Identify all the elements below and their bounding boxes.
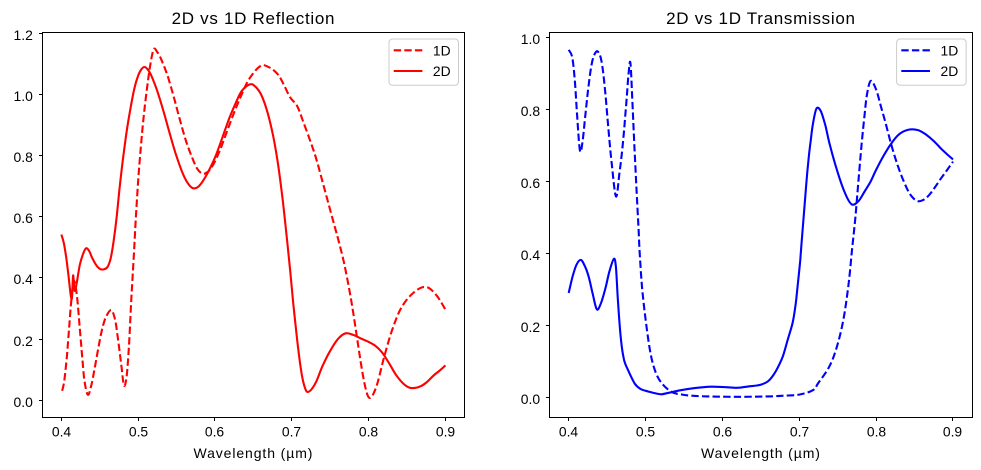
svg-text:Wavelength (µm): Wavelength (µm) bbox=[701, 445, 821, 461]
svg-text:0.0: 0.0 bbox=[521, 391, 541, 407]
svg-text:0.8: 0.8 bbox=[867, 424, 887, 440]
svg-text:1D: 1D bbox=[433, 43, 451, 59]
svg-text:0.7: 0.7 bbox=[790, 424, 810, 440]
svg-text:0.6: 0.6 bbox=[205, 424, 225, 440]
svg-text:0.6: 0.6 bbox=[13, 210, 33, 226]
svg-text:Wavelength (µm): Wavelength (µm) bbox=[193, 445, 313, 461]
svg-text:1D: 1D bbox=[941, 43, 959, 59]
svg-text:0.7: 0.7 bbox=[282, 424, 302, 440]
svg-text:0.2: 0.2 bbox=[521, 319, 541, 335]
svg-text:1.0: 1.0 bbox=[13, 88, 33, 104]
svg-text:0.4: 0.4 bbox=[521, 247, 541, 263]
svg-text:1.0: 1.0 bbox=[521, 31, 541, 47]
svg-text:1.2: 1.2 bbox=[13, 27, 33, 43]
svg-text:0.5: 0.5 bbox=[636, 424, 656, 440]
svg-text:2D vs 1D Reflection: 2D vs 1D Reflection bbox=[172, 9, 336, 28]
svg-text:0.8: 0.8 bbox=[13, 149, 33, 165]
svg-text:0.8: 0.8 bbox=[521, 103, 541, 119]
svg-text:0.8: 0.8 bbox=[359, 424, 379, 440]
svg-text:2D: 2D bbox=[941, 63, 959, 79]
svg-text:0.9: 0.9 bbox=[943, 424, 963, 440]
svg-text:2D: 2D bbox=[433, 63, 451, 79]
svg-text:0.5: 0.5 bbox=[129, 424, 149, 440]
svg-text:0.4: 0.4 bbox=[13, 271, 33, 287]
svg-text:0.4: 0.4 bbox=[559, 424, 579, 440]
svg-text:0.4: 0.4 bbox=[52, 424, 72, 440]
svg-text:0.6: 0.6 bbox=[521, 175, 541, 191]
svg-text:0.6: 0.6 bbox=[713, 424, 733, 440]
svg-text:2D vs 1D Transmission: 2D vs 1D Transmission bbox=[666, 9, 855, 28]
svg-text:0.0: 0.0 bbox=[13, 394, 33, 410]
svg-text:0.9: 0.9 bbox=[436, 424, 456, 440]
svg-text:0.2: 0.2 bbox=[13, 333, 33, 349]
